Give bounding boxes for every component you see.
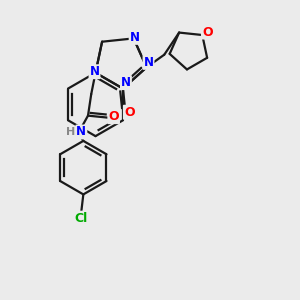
Text: O: O (124, 106, 134, 119)
Text: N: N (89, 65, 100, 78)
Text: H: H (66, 127, 75, 137)
Text: O: O (108, 110, 119, 123)
Text: O: O (202, 26, 213, 38)
Text: N: N (143, 56, 154, 69)
Text: N: N (130, 31, 140, 44)
Text: N: N (76, 125, 86, 139)
Text: Cl: Cl (75, 212, 88, 225)
Text: N: N (121, 76, 131, 89)
